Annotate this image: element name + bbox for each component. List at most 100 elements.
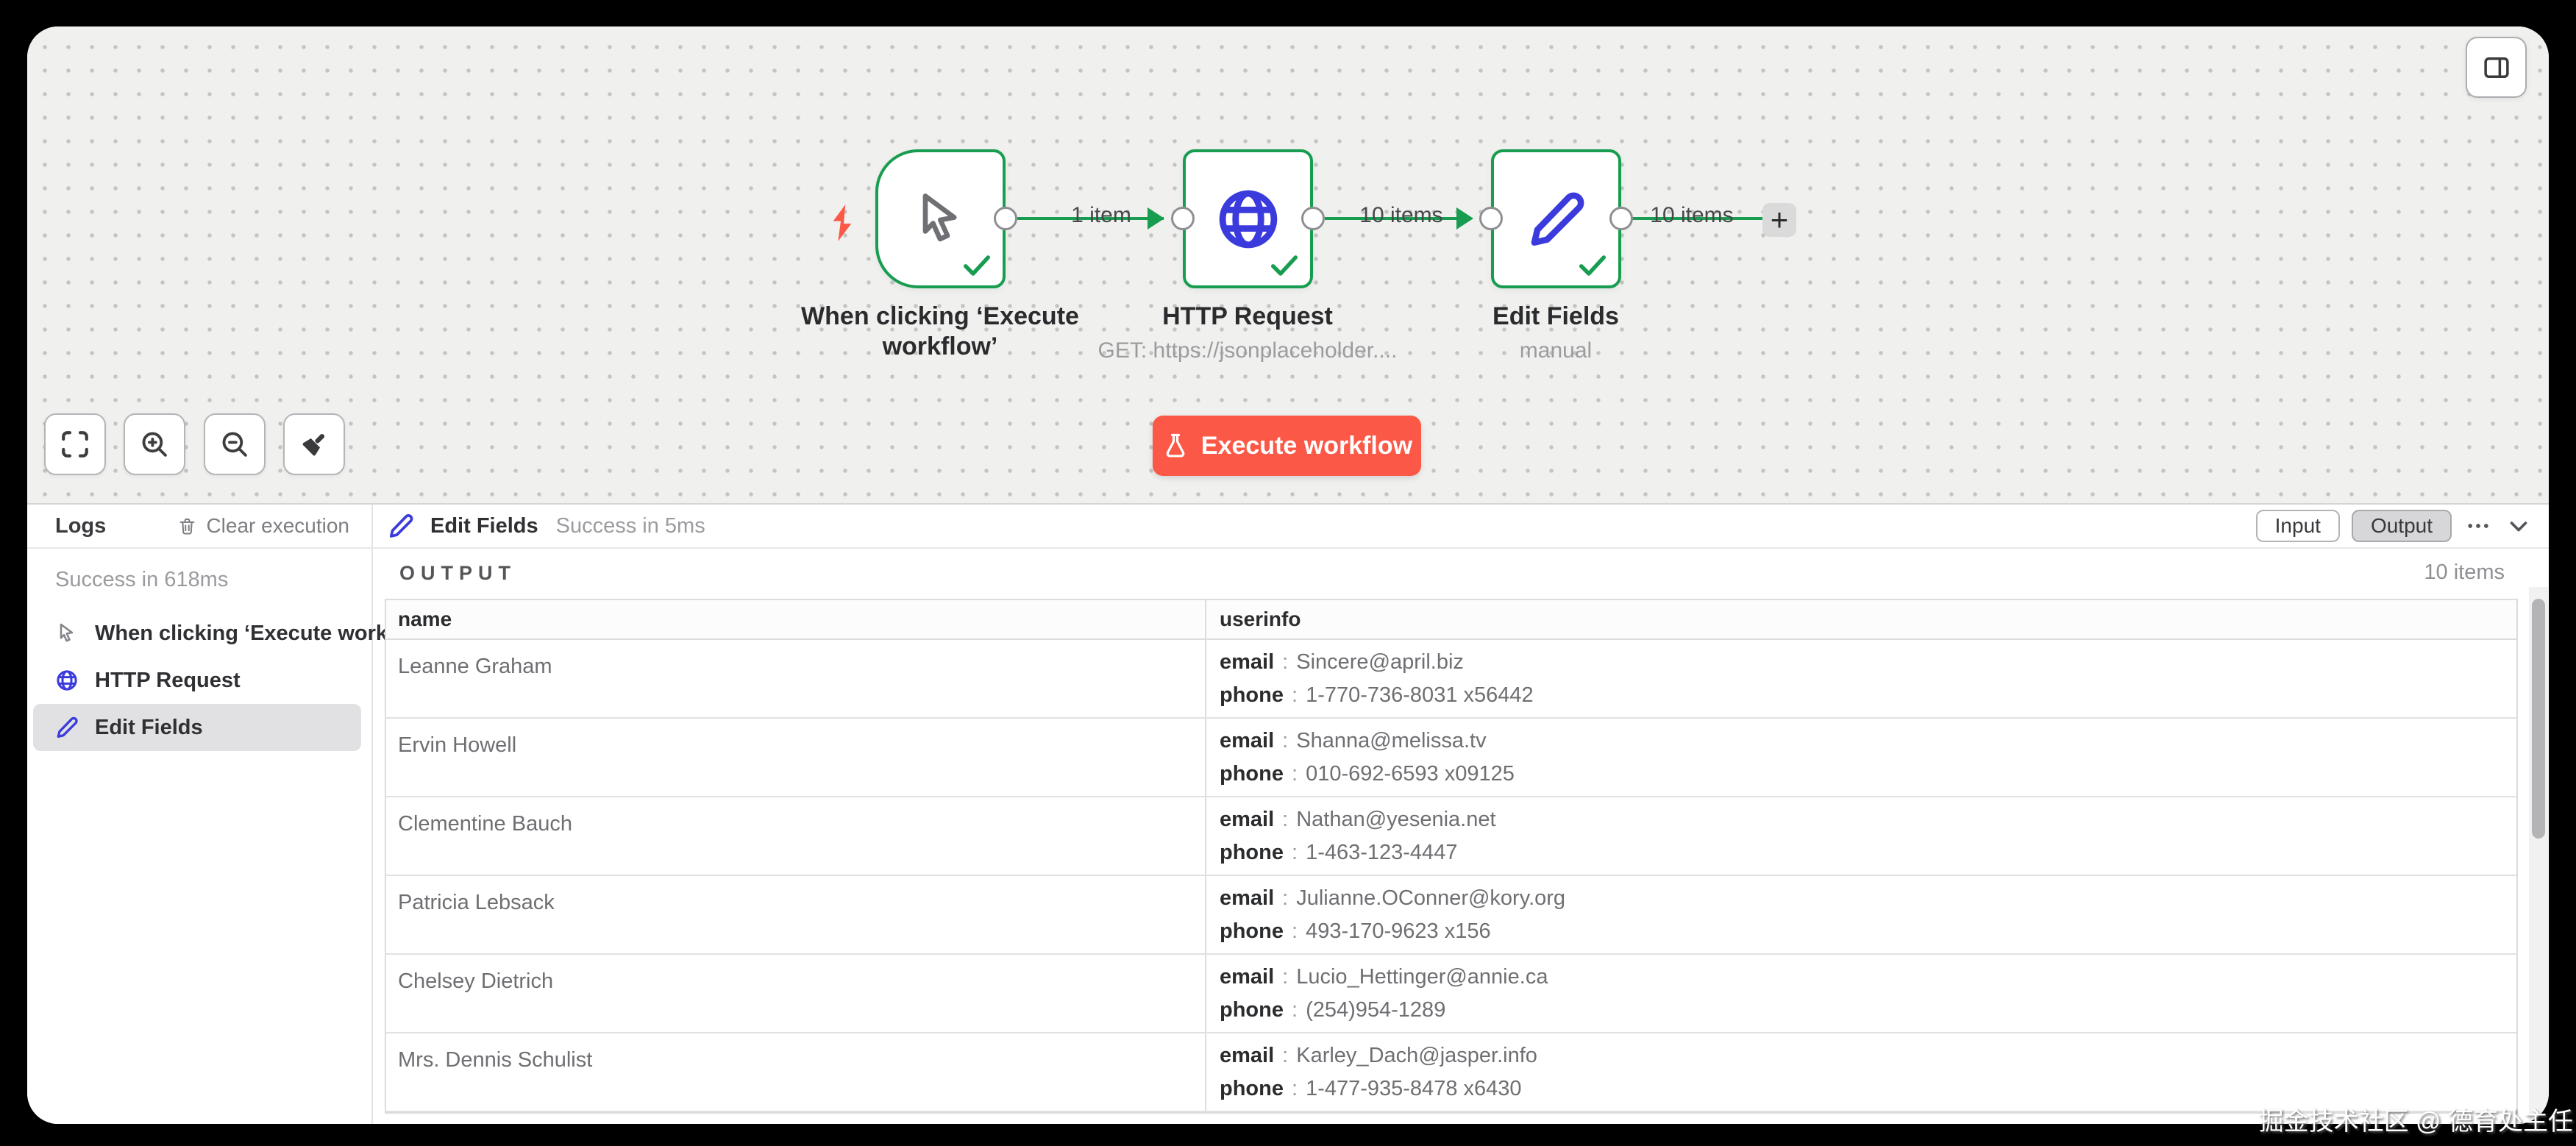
chevron-down-icon — [2505, 512, 2533, 540]
flask-icon — [1161, 432, 1189, 460]
tidy-up-button[interactable] — [283, 413, 345, 475]
key-phone: phone — [1220, 762, 1284, 786]
clear-execution-button[interactable]: Clear execution — [177, 514, 349, 538]
cell-userinfo: email: Nathan@yesenia.net phone:1-463-123… — [1220, 808, 1496, 864]
log-item-http-request[interactable]: HTTP Request — [33, 657, 361, 704]
toggle-side-panel-button[interactable] — [2466, 37, 2527, 98]
add-node-button[interactable]: + — [1762, 203, 1796, 237]
value-phone: 493-170-9623 x156 — [1306, 919, 1491, 943]
value-email: Julianne.OConner@kory.org — [1296, 886, 1566, 910]
table-row[interactable]: Leanne Graham email: Sincere@april.biz ph… — [386, 640, 2516, 719]
execute-workflow-button[interactable]: Execute workflow — [1153, 416, 1421, 476]
cell-name: Leanne Graham — [386, 640, 1206, 717]
collapse-panel-button[interactable] — [2505, 512, 2533, 540]
output-port[interactable] — [1301, 207, 1325, 230]
clear-execution-label: Clear execution — [206, 514, 349, 537]
column-header-name: name — [386, 600, 1206, 638]
panel-controls: Input Output — [2255, 510, 2533, 542]
selected-node-title: Edit Fields — [430, 513, 538, 538]
input-tab-button[interactable]: Input — [2255, 510, 2340, 542]
scrollbar-track[interactable] — [2529, 587, 2548, 1124]
globe-icon — [55, 669, 79, 692]
connection-items-label: 10 items — [1650, 203, 1734, 227]
key-email: email — [1220, 1044, 1275, 1067]
node-title: Edit Fields — [1492, 302, 1619, 330]
table-header-row: name userinfo — [386, 600, 2516, 640]
log-item-when-clicking[interactable]: When clicking ‘Execute work... — [33, 610, 405, 657]
key-phone: phone — [1220, 919, 1284, 943]
connection-arrow-icon — [1148, 207, 1164, 229]
log-item-edit-fields[interactable]: Edit Fields — [33, 704, 361, 751]
output-section-label: OUTPUT — [399, 562, 516, 584]
log-item-label: When clicking ‘Execute work... — [95, 621, 406, 645]
scrollbar-thumb[interactable] — [2532, 599, 2545, 839]
cell-name: Clementine Bauch — [386, 797, 1206, 875]
value-phone: (254)954-1289 — [1306, 998, 1446, 1022]
cell-userinfo: email: Sincere@april.biz phone:1-770-736-… — [1220, 650, 1534, 707]
table-row[interactable]: Patricia Lebsack email: Julianne.OConner@… — [386, 876, 2516, 955]
key-email: email — [1220, 650, 1275, 674]
zoom-out-icon — [219, 429, 250, 460]
value-email: Lucio_Hettinger@annie.ca — [1296, 965, 1548, 989]
table-row[interactable]: Mrs. Dennis Schulist email: Karley_Dach@j… — [386, 1033, 2516, 1112]
node-subtitle: GET: https://jsonplaceholder.... — [1097, 338, 1398, 363]
output-port[interactable] — [1609, 207, 1633, 230]
log-item-label: HTTP Request — [95, 668, 241, 692]
connection-wire[interactable] — [1017, 217, 1164, 220]
cursor-icon — [910, 188, 972, 250]
zoom-in-icon — [139, 429, 170, 460]
output-data-table: name userinfo Leanne Graham email: Sincer… — [385, 599, 2518, 1114]
pen-icon — [1526, 189, 1587, 249]
value-email: Karley_Dach@jasper.info — [1296, 1044, 1537, 1067]
logs-title: Logs — [55, 513, 107, 538]
input-port[interactable] — [1171, 207, 1195, 230]
node-when-clicking-execute-workflow[interactable] — [875, 149, 1006, 288]
node-subtitle: manual — [1519, 338, 1593, 363]
panel-layout-icon — [2481, 52, 2512, 83]
watermark: 掘金技术社区 @ 德育处主任 — [2258, 1108, 2573, 1136]
cell-name: Patricia Lebsack — [386, 876, 1206, 953]
app-window: 1 item 10 items 10 items + When clicking… — [27, 26, 2549, 1124]
table-row[interactable]: Chelsey Dietrich email: Lucio_Hettinger@a… — [386, 955, 2516, 1033]
output-tab-button[interactable]: Output — [2351, 510, 2452, 542]
connection-items-label: 10 items — [1359, 203, 1443, 227]
output-panel-header: Edit Fields Success in 5ms Input Output — [373, 505, 2549, 549]
zoom-out-button[interactable] — [204, 413, 266, 475]
value-phone: 1-770-736-8031 x56442 — [1306, 683, 1534, 707]
log-item-label: Edit Fields — [95, 715, 203, 739]
globe-icon — [1214, 185, 1282, 253]
value-phone: 1-477-935-8478 x6430 — [1306, 1077, 1522, 1100]
node-edit-fields[interactable] — [1491, 149, 1621, 288]
zoom-to-fit-icon — [60, 429, 90, 460]
key-phone: phone — [1220, 1077, 1284, 1100]
logs-sidebar-header: Logs Clear execution — [27, 505, 371, 549]
key-email: email — [1220, 808, 1275, 831]
logs-node-list: When clicking ‘Execute work... HTTP Requ… — [27, 610, 405, 751]
input-port[interactable] — [1479, 207, 1503, 230]
zoom-in-button[interactable] — [124, 413, 185, 475]
connection-arrow-icon — [1456, 207, 1473, 229]
more-options-button[interactable] — [2463, 511, 2493, 541]
cell-name: Mrs. Dennis Schulist — [386, 1033, 1206, 1111]
table-row[interactable]: Clementine Bauch email: Nathan@yesenia.ne… — [386, 797, 2516, 876]
cell-userinfo: email: Karley_Dach@jasper.info phone:1-47… — [1220, 1044, 1537, 1100]
output-port[interactable] — [994, 207, 1017, 230]
output-section-bar: OUTPUT 10 items — [373, 549, 2549, 597]
connection-wire[interactable] — [1325, 217, 1463, 220]
zoom-to-fit-button[interactable] — [44, 413, 106, 475]
success-check-icon — [1269, 253, 1300, 278]
table-row[interactable]: Ervin Howell email: Shanna@melissa.tv pho… — [386, 719, 2516, 797]
key-email: email — [1220, 886, 1275, 910]
key-phone: phone — [1220, 683, 1284, 707]
logs-sidebar: Logs Clear execution Success in 618ms — [27, 505, 405, 1124]
success-check-icon — [1577, 253, 1608, 278]
pen-icon — [388, 513, 414, 539]
cursor-icon — [55, 622, 79, 645]
workflow-canvas[interactable]: 1 item 10 items 10 items + When clicking… — [27, 26, 2549, 503]
broom-icon — [299, 429, 330, 460]
connection-wire[interactable] — [1632, 217, 1762, 220]
ellipsis-icon — [2463, 511, 2493, 541]
cell-name: Ervin Howell — [386, 719, 1206, 796]
cell-name: Chelsey Dietrich — [386, 955, 1206, 1032]
key-email: email — [1220, 729, 1275, 752]
